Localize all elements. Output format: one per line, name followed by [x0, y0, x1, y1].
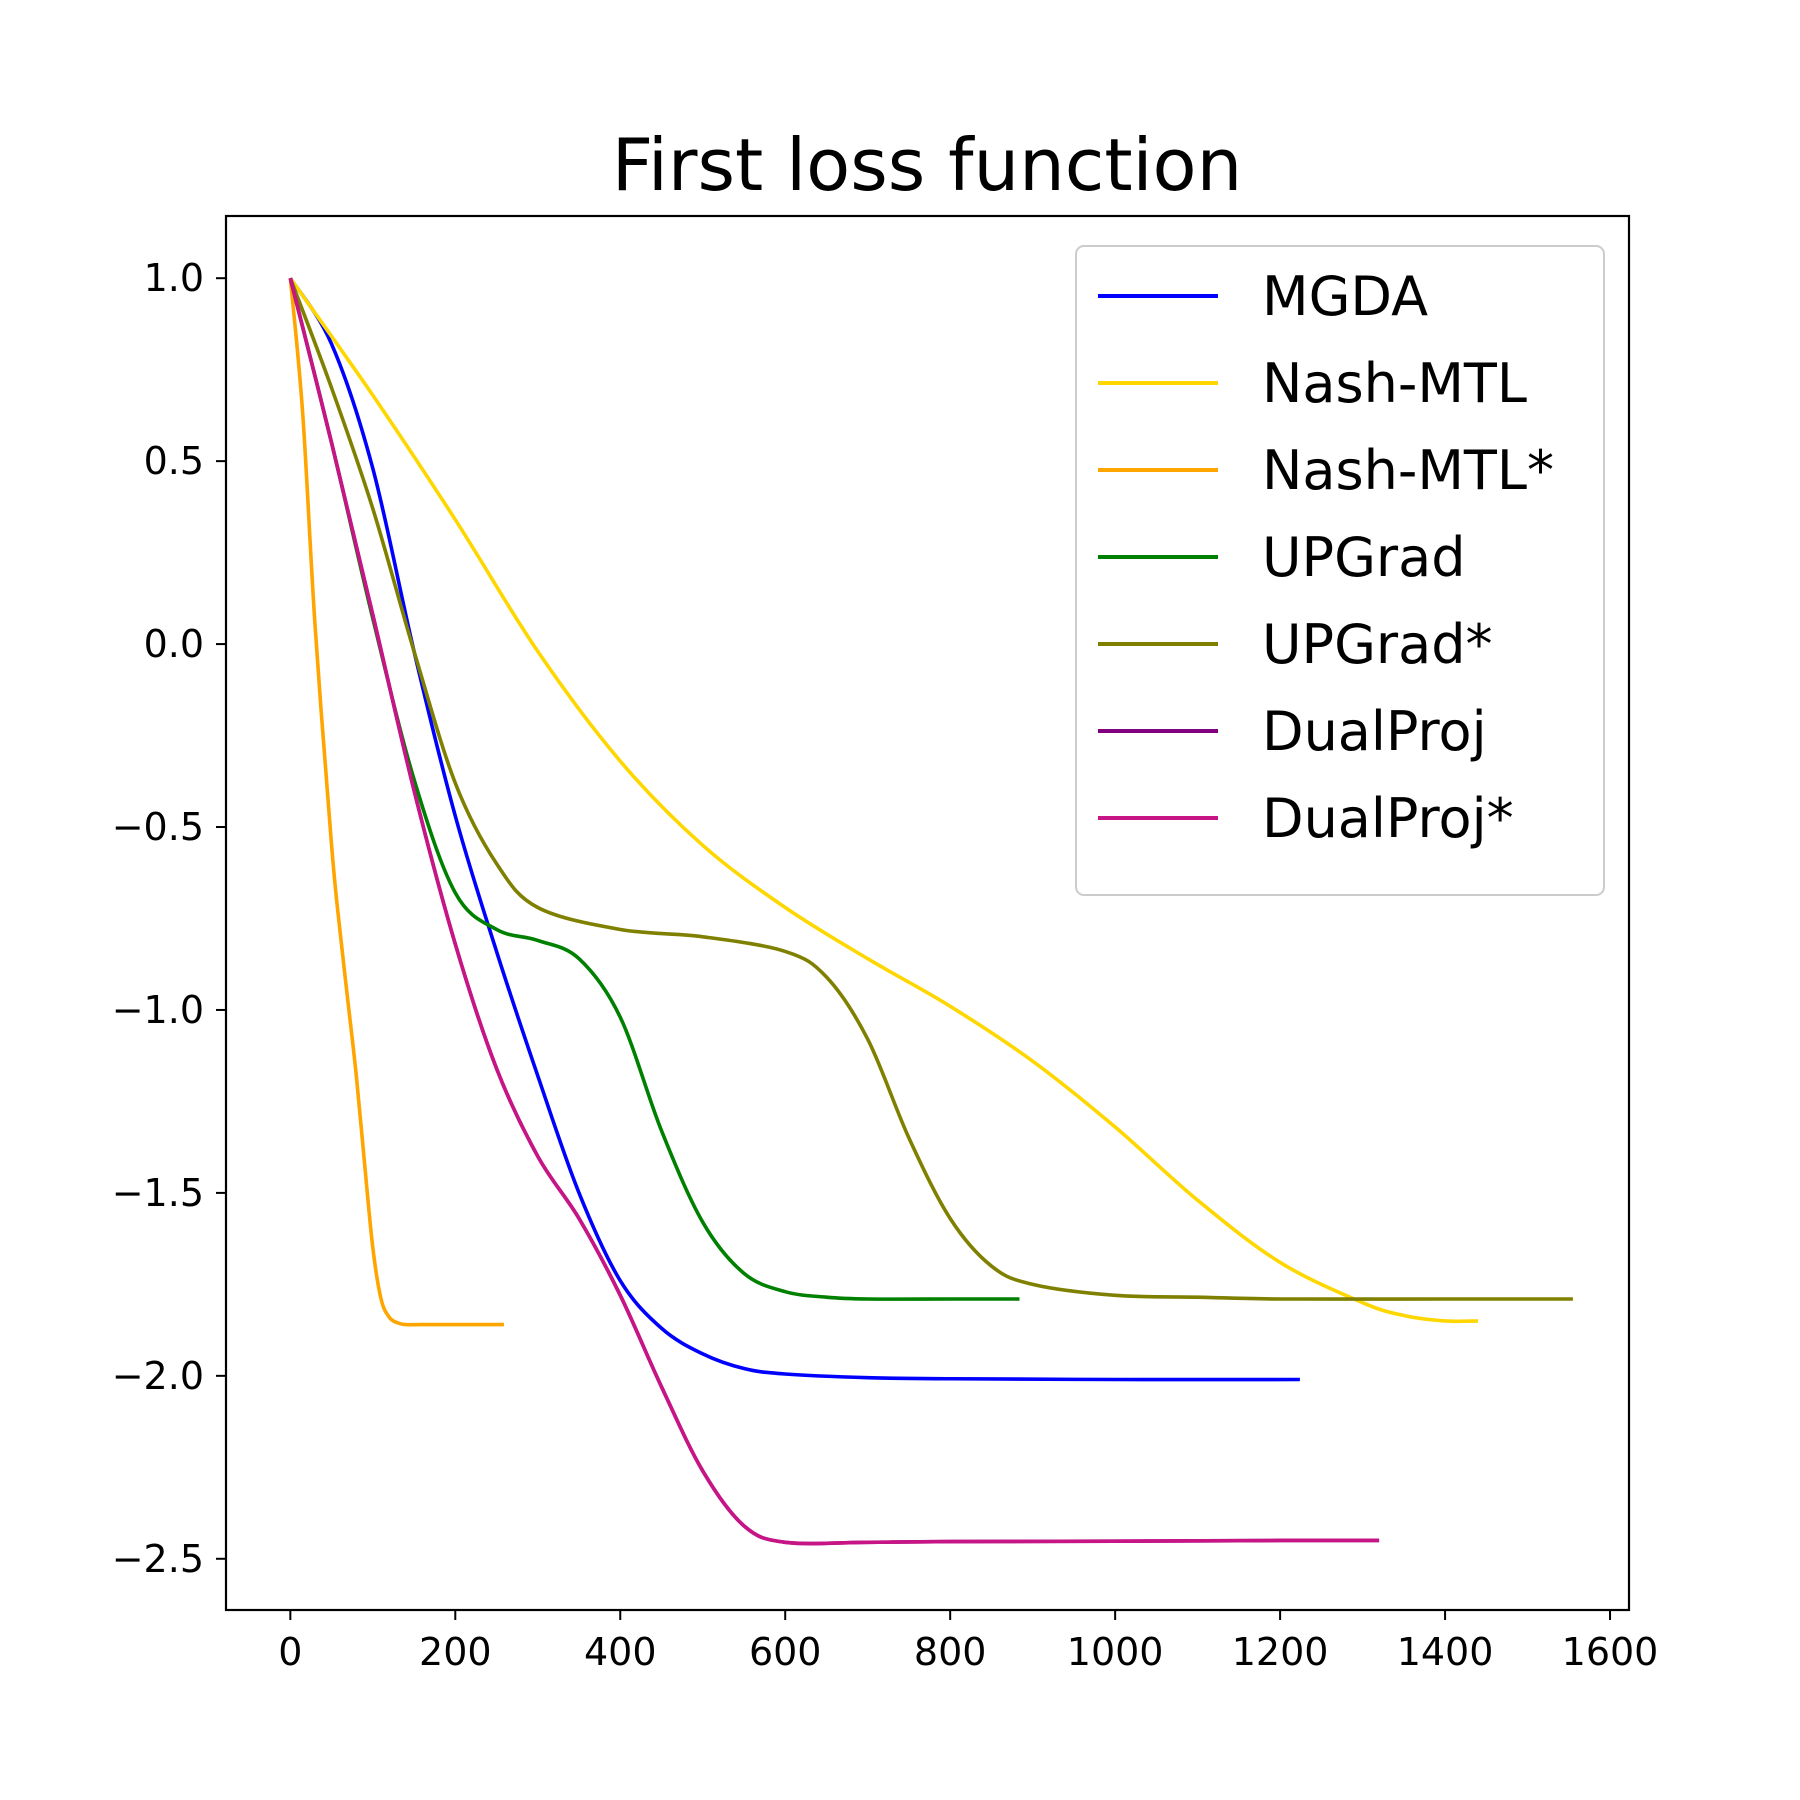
legend-label: Nash-MTL: [1262, 352, 1527, 415]
x-tick-label: 1200: [1232, 1630, 1329, 1674]
legend-label: UPGrad: [1262, 526, 1466, 589]
x-tick-label: 1000: [1067, 1630, 1164, 1674]
series-layer: [288, 277, 1573, 1546]
series-line-2: [288, 278, 504, 1327]
y-tick-label: 1.0: [144, 256, 204, 300]
y-tick-label: −0.5: [112, 805, 204, 849]
plot-frame: [224, 214, 1631, 1612]
y-tick-label: −2.0: [112, 1354, 204, 1398]
y-tick-label: −2.5: [112, 1537, 204, 1581]
x-tick-label: 800: [914, 1630, 987, 1674]
legend-label: MGDA: [1262, 265, 1428, 328]
y-tick-label: 0.5: [144, 439, 204, 483]
y-tick-label: 0.0: [144, 622, 204, 666]
x-axis: 0 200 400 600 800 1000 1200 1400 1600: [278, 1610, 1658, 1674]
x-tick-label: 600: [749, 1630, 822, 1674]
x-tick-label: 400: [584, 1630, 657, 1674]
x-tick-label: 0: [278, 1630, 302, 1674]
y-tick-label: −1.5: [112, 1171, 204, 1215]
series-line-0: [288, 277, 1300, 1382]
series-line-4: [288, 277, 1573, 1301]
series-line-6: [288, 277, 1380, 1546]
series-line-1: [288, 277, 1479, 1324]
legend-label: UPGrad*: [1262, 613, 1493, 676]
x-tick-label: 200: [419, 1630, 492, 1674]
legend-label: DualProj*: [1262, 787, 1514, 850]
legend: MGDA Nash-MTL Nash-MTL* UPGrad UPGrad* DualPr…: [1075, 245, 1605, 896]
y-axis: 1.0 0.5 0.0 −0.5 −1.0 −1.5 −2.0 −2.5: [112, 256, 226, 1581]
legend-label: Nash-MTL*: [1262, 439, 1554, 502]
chart-title: First loss function: [612, 123, 1243, 207]
x-tick-label: 1600: [1562, 1630, 1659, 1674]
x-tick-label: 1400: [1397, 1630, 1494, 1674]
y-tick-label: −1.0: [112, 988, 204, 1032]
legend-label: DualProj: [1262, 700, 1487, 763]
